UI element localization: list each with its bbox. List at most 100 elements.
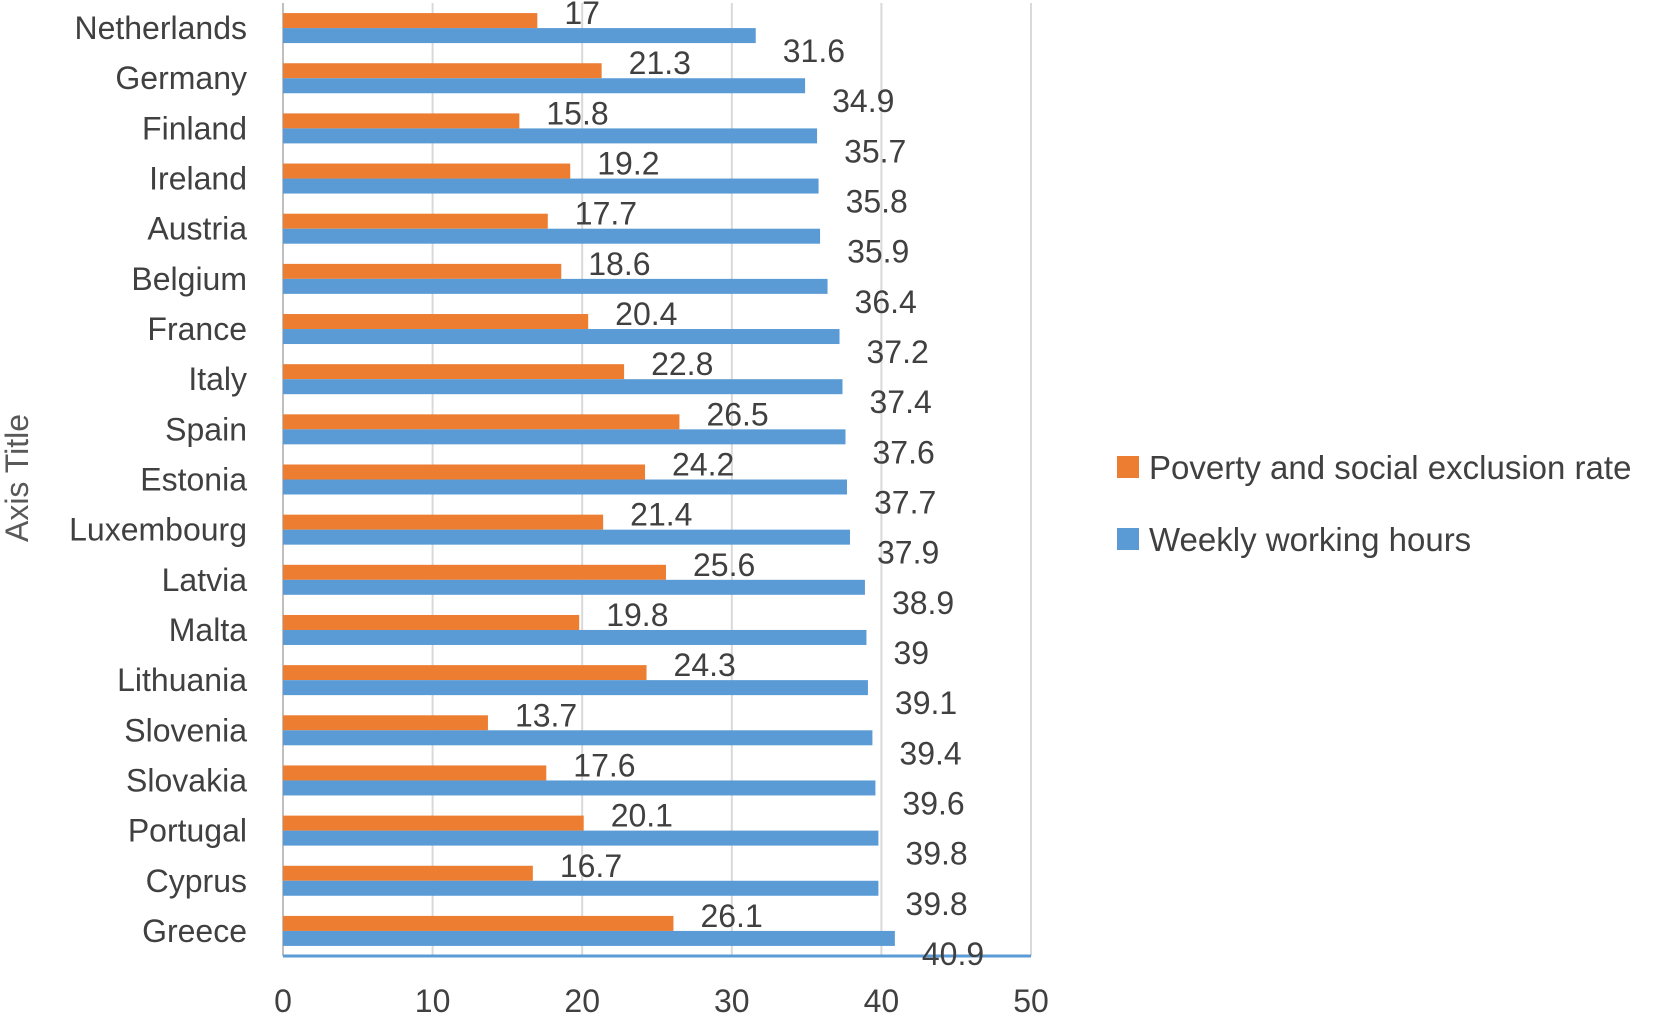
data-label-poverty: 21.3 [629, 45, 691, 81]
category-label: Latvia [162, 562, 248, 598]
data-label-hours: 37.9 [877, 535, 939, 571]
bar-hours [283, 579, 865, 595]
data-labels: 17 31.6 21.3 34.9 15.8 35.7 19.2 35.8 17.7 35.9 18… [515, 0, 984, 972]
category-label: Lithuania [117, 662, 247, 698]
bar-hours [283, 28, 756, 44]
data-label-hours: 38.9 [892, 585, 954, 621]
data-label-poverty: 21.4 [630, 497, 692, 533]
data-label-poverty: 18.6 [588, 246, 650, 282]
data-label-hours: 39.4 [899, 735, 961, 771]
x-tick-label: 30 [714, 983, 750, 1017]
bar-poverty [283, 564, 666, 580]
data-label-poverty: 15.8 [546, 95, 608, 131]
y-axis-title: Axis Title [0, 414, 35, 542]
category-label: Estonia [140, 462, 247, 498]
bar-poverty [283, 314, 589, 330]
data-label-hours: 37.7 [874, 485, 936, 521]
bar-poverty [283, 414, 680, 430]
category-label: Malta [169, 612, 247, 648]
bar-hours [283, 78, 806, 94]
data-label-poverty: 20.1 [611, 798, 673, 834]
bars [283, 13, 895, 946]
category-label: Germany [115, 60, 247, 96]
data-label-poverty: 25.6 [693, 547, 755, 583]
data-label-hours: 37.2 [867, 334, 929, 370]
bar-poverty [283, 213, 548, 229]
data-label-hours: 37.4 [870, 384, 932, 420]
data-label-poverty: 17 [564, 0, 600, 31]
data-label-hours: 31.6 [783, 33, 845, 69]
category-label: Cyprus [146, 863, 247, 899]
data-label-hours: 34.9 [832, 83, 894, 119]
data-label-poverty: 20.4 [615, 296, 677, 332]
bar-hours [283, 830, 879, 846]
data-label-hours: 39.8 [905, 886, 967, 922]
bar-hours [283, 228, 821, 244]
data-label-hours: 39 [893, 635, 929, 671]
category-label: Italy [188, 361, 247, 397]
bar-hours [283, 730, 873, 746]
data-label-hours: 39.6 [902, 785, 964, 821]
x-tick-label: 10 [415, 983, 451, 1017]
category-label: Slovenia [124, 712, 247, 748]
bar-poverty [283, 464, 646, 480]
data-label-poverty: 22.8 [651, 346, 713, 382]
data-label-poverty: 16.7 [560, 848, 622, 884]
data-label-hours: 35.8 [846, 184, 908, 220]
category-label: France [147, 311, 247, 347]
category-label: Ireland [149, 161, 247, 197]
data-label-hours: 40.9 [922, 936, 984, 972]
category-axis: Netherlands Germany Finland Ireland Austria B… [69, 10, 247, 949]
legend-label: Poverty and social exclusion rate [1149, 449, 1631, 486]
legend-label: Weekly working hours [1149, 521, 1471, 558]
bar-poverty [283, 163, 571, 179]
bar-hours [283, 178, 819, 194]
data-label-poverty: 24.2 [672, 447, 734, 483]
bar-hours [283, 529, 850, 545]
bar-poverty [283, 113, 520, 129]
bar-hours [283, 429, 846, 445]
category-label: Netherlands [74, 10, 247, 46]
value-axis: 0 10 20 30 40 50 [274, 983, 1049, 1017]
bar-poverty [283, 263, 562, 279]
data-label-hours: 39.1 [895, 685, 957, 721]
category-label: Finland [142, 110, 247, 146]
legend-swatch [1117, 528, 1139, 550]
bar-poverty [283, 815, 584, 831]
data-label-hours: 35.9 [847, 234, 909, 270]
data-label-poverty: 26.5 [706, 396, 768, 432]
bar-poverty [283, 13, 538, 29]
bar-poverty [283, 63, 602, 79]
legend-swatch [1117, 456, 1139, 478]
bar-hours [283, 329, 840, 345]
category-label: Greece [142, 913, 247, 949]
legend: Poverty and social exclusion rate Weekly … [1117, 449, 1631, 558]
category-label: Austria [147, 211, 247, 247]
category-label: Portugal [128, 813, 247, 849]
bar-poverty [283, 765, 547, 781]
bar-poverty [283, 715, 488, 731]
bar-hours [283, 680, 868, 696]
bar-poverty [283, 665, 647, 681]
data-label-hours: 36.4 [855, 284, 917, 320]
data-label-poverty: 19.2 [597, 146, 659, 182]
category-label: Slovakia [126, 762, 247, 798]
bar-poverty [283, 364, 625, 380]
category-label: Spain [165, 411, 247, 447]
x-tick-label: 0 [274, 983, 292, 1017]
bar-poverty [283, 865, 533, 881]
bar-hours [283, 930, 895, 946]
data-label-poverty: 17.7 [575, 196, 637, 232]
bar-hours [283, 780, 876, 796]
bar-poverty [283, 514, 604, 530]
bar-poverty [283, 915, 674, 931]
bar-hours [283, 629, 867, 645]
x-tick-label: 50 [1013, 983, 1049, 1017]
bar-hours [283, 479, 847, 495]
data-label-poverty: 17.6 [573, 747, 635, 783]
data-label-poverty: 24.3 [674, 647, 736, 683]
data-label-poverty: 13.7 [515, 697, 577, 733]
x-tick-label: 40 [864, 983, 900, 1017]
bar-hours [283, 278, 828, 294]
